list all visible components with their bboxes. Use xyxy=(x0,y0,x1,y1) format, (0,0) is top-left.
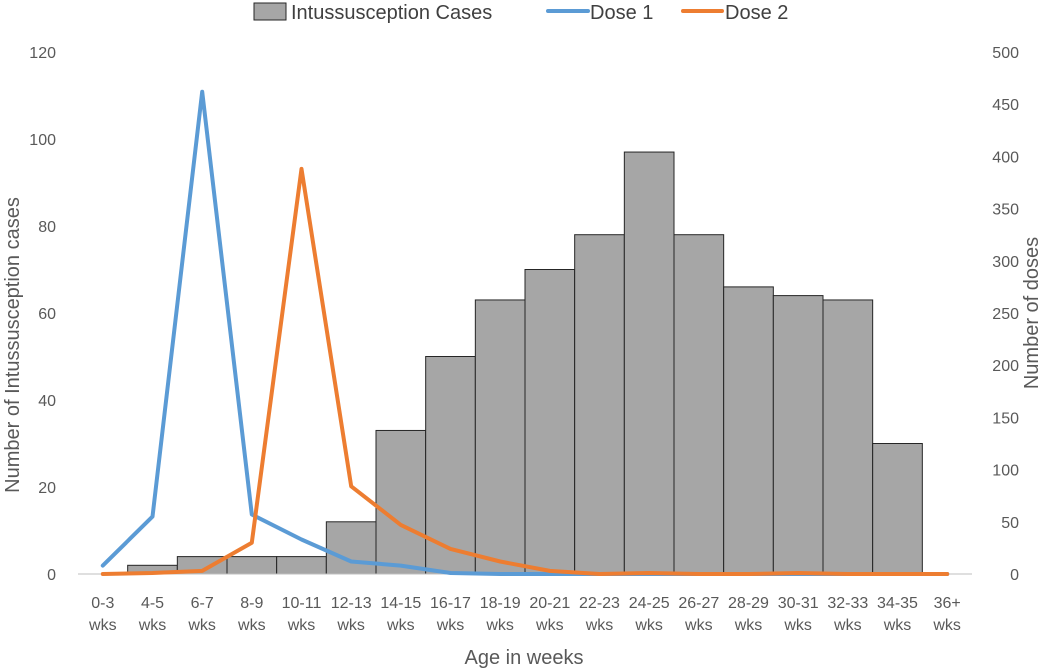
bars-group xyxy=(127,151,923,575)
y-tick-right: 250 xyxy=(992,306,1019,323)
left-y-tick-labels: 0 20 40 60 80 100 120 xyxy=(29,45,56,584)
lines-group xyxy=(100,89,950,576)
bar-14 xyxy=(772,295,824,575)
y-tick-left: 0 xyxy=(47,567,56,584)
legend: Intussusception Cases Dose 1 Dose 2 xyxy=(253,2,788,24)
x-tick-label: 20-21 wks xyxy=(529,595,570,634)
bar-8 xyxy=(474,299,526,575)
y-tick-right: 200 xyxy=(992,358,1019,375)
y-axis-title-left: Number of Intussusception cases xyxy=(2,197,24,493)
x-tick-label: 24-25 wks xyxy=(629,595,670,634)
bar-15 xyxy=(822,299,874,575)
legend-swatch-cases xyxy=(253,2,287,21)
bar-5 xyxy=(325,521,377,575)
bar-12 xyxy=(673,234,725,575)
y-tick-left: 100 xyxy=(29,132,56,149)
y-tick-left: 20 xyxy=(38,480,56,497)
bar-9 xyxy=(524,269,576,575)
x-tick-label: 22-23 wks xyxy=(579,595,620,634)
legend-label-cases: Intussusception Cases xyxy=(291,2,492,24)
bar-3 xyxy=(226,556,278,575)
x-tick-label: 18-19 wks xyxy=(480,595,521,634)
x-tick-label: 32-33 wks xyxy=(827,595,868,634)
x-tick-label: 0-3 wks xyxy=(88,595,117,634)
y-axis-title-right: Number of doses xyxy=(1021,237,1043,389)
y-tick-right: 500 xyxy=(992,45,1019,62)
y-tick-right: 450 xyxy=(992,97,1019,114)
x-axis-title: Age in weeks xyxy=(465,647,584,669)
y-tick-right: 0 xyxy=(1010,567,1019,584)
y-tick-left: 40 xyxy=(38,393,56,410)
bar-6 xyxy=(375,429,427,575)
x-tick-label: 26-27 wks xyxy=(678,595,719,634)
x-tick-label: 6-7 wks xyxy=(187,595,216,634)
x-tick-label: 34-35 wks xyxy=(877,595,918,634)
bar-4 xyxy=(276,556,327,575)
x-tick-label: 30-31 wks xyxy=(778,595,819,634)
y-tick-right: 150 xyxy=(992,410,1019,427)
x-tick-label: 36+ wks xyxy=(932,595,961,634)
x-tick-label: 16-17 wks xyxy=(430,595,471,634)
y-tick-left: 60 xyxy=(38,306,56,323)
legend-label-dose1: Dose 1 xyxy=(590,2,653,24)
series-line-dose-2 xyxy=(100,166,950,576)
y-tick-right: 300 xyxy=(992,254,1019,271)
x-tick-label: 28-29 wks xyxy=(728,595,769,634)
right-y-tick-labels: 0 50 100 150 200 250 300 350 400 450 500 xyxy=(992,45,1019,584)
bar-13 xyxy=(723,286,774,575)
x-tick-label: 10-11 wks xyxy=(282,595,322,634)
bar-16 xyxy=(872,443,923,575)
bar-7 xyxy=(425,356,476,575)
bar-10 xyxy=(574,234,625,575)
x-tick-label: 8-9 wks xyxy=(237,595,266,634)
x-tick-label: 14-15 wks xyxy=(380,595,421,634)
y-tick-right: 100 xyxy=(992,463,1019,480)
x-tick-label: 12-13 wks xyxy=(331,595,372,634)
x-tick-label: 4-5 wks xyxy=(138,595,167,634)
bar-11 xyxy=(623,151,675,575)
y-tick-right: 350 xyxy=(992,202,1019,219)
legend-label-dose2: Dose 2 xyxy=(725,2,788,24)
y-tick-left: 80 xyxy=(38,219,56,236)
y-tick-right: 400 xyxy=(992,149,1019,166)
y-tick-left: 120 xyxy=(29,45,56,62)
y-tick-right: 50 xyxy=(1001,515,1019,532)
